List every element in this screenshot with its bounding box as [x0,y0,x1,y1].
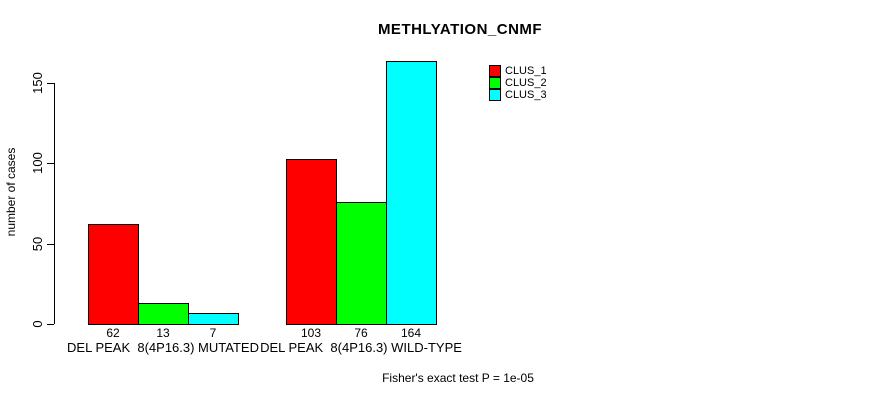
bar-clus_2-group2 [336,202,387,325]
y-tick-label: 50 [30,236,45,252]
legend-swatch-icon [489,89,501,101]
x-category-label: DEL PEAK 8(4P16.3) MUTATED [67,340,259,355]
y-tick-label: 150 [30,72,45,94]
bar-value-label: 103 [300,326,322,340]
y-tick-mark [47,163,54,164]
bar-value-label: 76 [354,326,368,340]
annotation-text: Fisher's exact test P = 1e-05 [382,371,534,385]
legend-swatch-icon [489,65,501,77]
y-tick-label: 100 [30,152,45,174]
y-axis-line [54,83,55,324]
x-category-label: DEL PEAK 8(4P16.3) WILD-TYPE [260,340,462,355]
legend-item-clus_1: CLUS_1 [489,65,547,77]
legend-label: CLUS_1 [505,65,547,77]
bar-value-label: 13 [156,326,170,340]
legend-label: CLUS_2 [505,77,547,89]
legend-label: CLUS_3 [505,89,547,101]
bar-value-label: 62 [106,326,120,340]
y-axis-label: number of cases [4,147,18,237]
legend-item-clus_3: CLUS_3 [489,89,547,101]
bar-clus_1-group1 [88,224,139,325]
bar-clus_1-group2 [286,159,337,325]
y-tick-label: 0 [30,320,45,328]
bar-value-label: 7 [209,326,217,340]
bar-clus_3-group1 [188,313,239,325]
legend-item-clus_2: CLUS_2 [489,77,547,89]
legend-swatch-icon [489,77,501,89]
bar-value-label: 164 [400,326,422,340]
y-tick-mark [47,244,54,245]
bar-clus_2-group1 [138,303,189,325]
chart-title: METHLYATION_CNMF [377,21,543,38]
bar-clus_3-group2 [386,61,437,325]
y-tick-mark [47,83,54,84]
legend: CLUS_1 CLUS_2 CLUS_3 [489,65,547,101]
y-tick-mark [47,324,54,325]
